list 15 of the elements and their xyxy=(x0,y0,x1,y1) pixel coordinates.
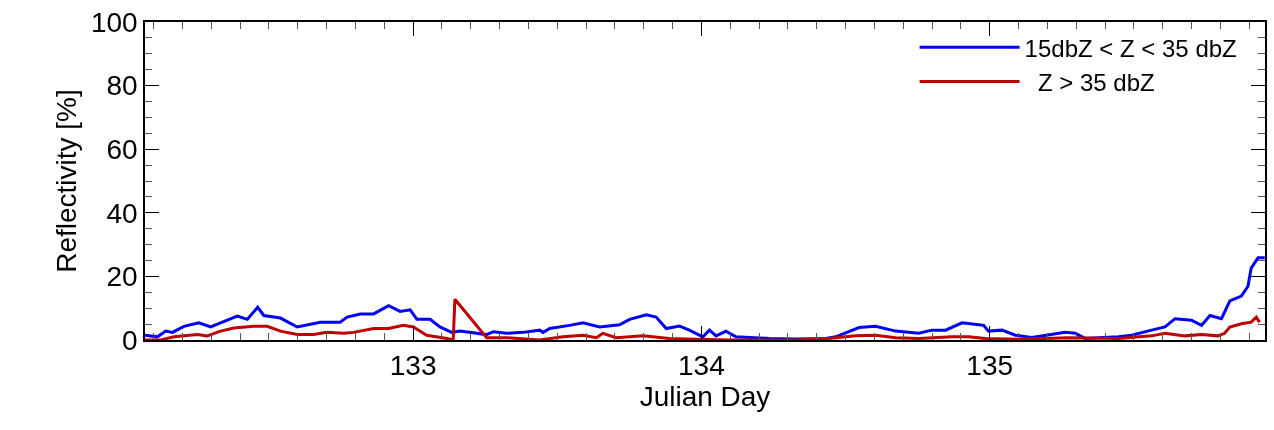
y-axis-title: Reflectivity [%] xyxy=(51,89,83,273)
x-axis-title: Julian Day xyxy=(639,381,771,413)
y-tick-label: 0 xyxy=(122,324,138,356)
y-tick-label: 20 xyxy=(106,261,138,293)
y-tick-label: 40 xyxy=(106,197,138,229)
legend-label: 15dbZ < Z < 35 dbZ xyxy=(1024,34,1237,62)
y-tick-label: 100 xyxy=(90,6,138,38)
x-tick-label: 133 xyxy=(389,350,437,382)
x-tick-label: 134 xyxy=(678,350,725,382)
y-tick-label: 80 xyxy=(106,70,138,102)
line-series xyxy=(145,297,1262,340)
y-tick-label: 60 xyxy=(106,134,138,165)
legend-label: Z > 35 dbZ xyxy=(1024,68,1155,96)
x-tick-label: 135 xyxy=(966,350,1014,382)
line-series xyxy=(145,256,1265,340)
